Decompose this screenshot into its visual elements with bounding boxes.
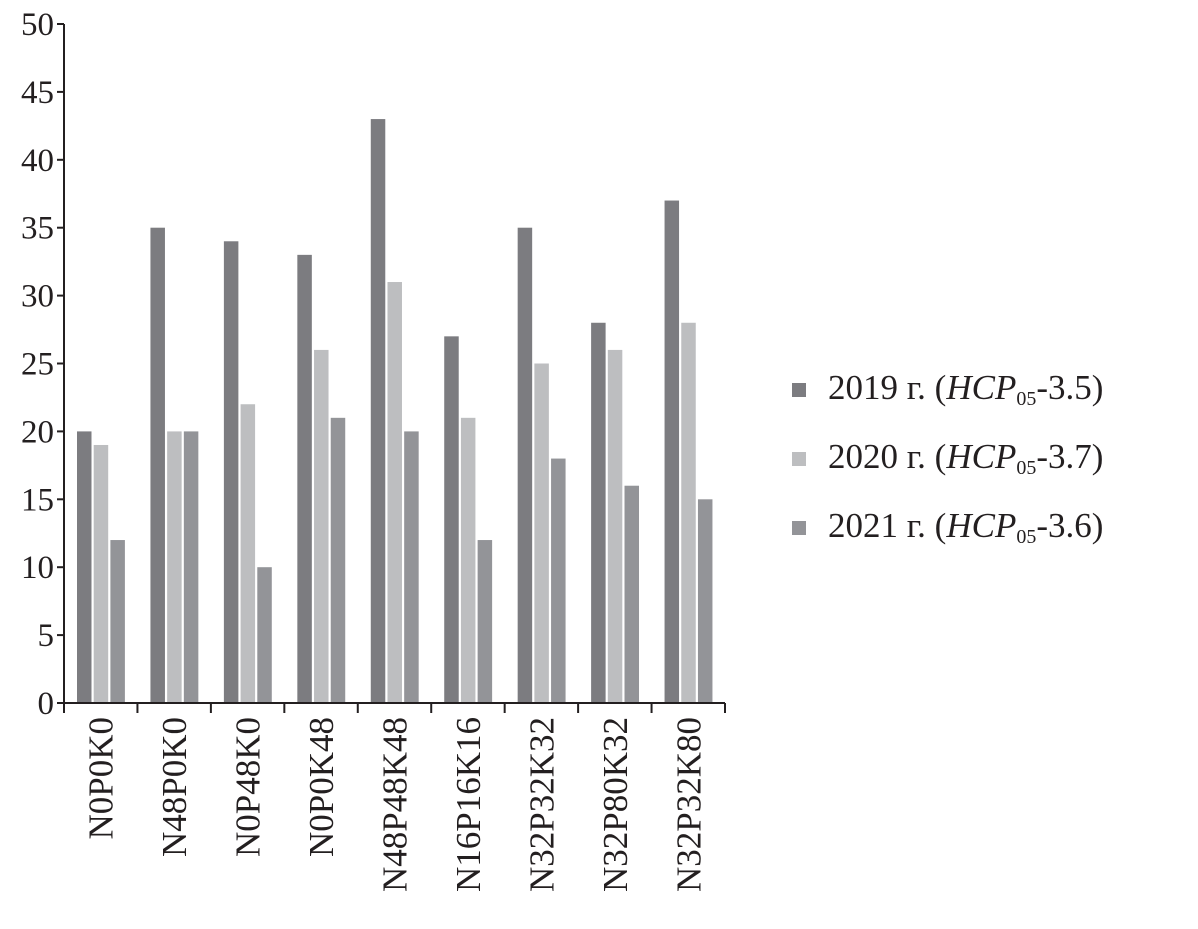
x-tick-label: N32P32K32 bbox=[522, 717, 561, 892]
legend-label: 2019 г. (HCP05-3.5) bbox=[828, 368, 1104, 410]
bar-N32P80K32-2 bbox=[624, 485, 640, 703]
y-tick-label: 35 bbox=[21, 211, 54, 247]
x-tick-label: N0P0K0 bbox=[82, 717, 121, 840]
bar-N32P80K32-1 bbox=[607, 349, 623, 703]
bar-N0P0K48-2 bbox=[330, 417, 346, 703]
bar-N32P32K32-1 bbox=[534, 363, 549, 703]
legend-swatch bbox=[792, 451, 806, 466]
bar-N16P16K16-1 bbox=[460, 417, 476, 703]
legend-swatch bbox=[792, 382, 806, 397]
bar-N0P0K48-1 bbox=[314, 349, 329, 703]
x-tick-label: N48P48K48 bbox=[376, 717, 415, 892]
bar-N0P48K0-0 bbox=[223, 241, 239, 703]
legend-item-2021: 2021 г. (HCP05-3.6) bbox=[792, 493, 1103, 562]
y-tick-label: 0 bbox=[38, 686, 55, 722]
bar-N0P0K0-1 bbox=[93, 444, 109, 703]
legend-item-2020: 2020 г. (HCP05-3.7) bbox=[792, 424, 1103, 493]
bar-N0P0K0-0 bbox=[77, 431, 92, 703]
x-tick-label: N0P0K48 bbox=[302, 717, 341, 857]
x-tick-label: N16P16K16 bbox=[449, 717, 488, 892]
y-tick-label: 5 bbox=[38, 618, 55, 654]
x-tick-label: N32P80K32 bbox=[596, 717, 635, 892]
legend-label: 2020 г. (HCP05-3.7) bbox=[828, 437, 1104, 479]
bar-N48P48K48-1 bbox=[387, 282, 402, 703]
bar-N32P32K80-0 bbox=[664, 200, 680, 704]
y-tick-label: 10 bbox=[21, 550, 54, 586]
bar-N0P48K0-2 bbox=[257, 567, 272, 703]
legend-swatch bbox=[792, 520, 806, 535]
bar-N48P48K48-2 bbox=[404, 431, 419, 703]
bar-N32P32K32-0 bbox=[517, 227, 533, 703]
x-tick-label: N48P0K0 bbox=[155, 717, 194, 857]
legend: 2019 г. (HCP05-3.5) 2020 г. (HCP05-3.7) … bbox=[792, 355, 1103, 562]
y-tick-label: 25 bbox=[21, 347, 54, 383]
bar-N48P48K48-0 bbox=[370, 119, 386, 703]
bar-N0P48K0-1 bbox=[240, 404, 256, 703]
bar-N32P32K80-2 bbox=[697, 499, 713, 703]
y-tick-label: 15 bbox=[21, 482, 54, 518]
y-tick-label: 40 bbox=[21, 143, 54, 179]
y-tick-label: 30 bbox=[21, 279, 54, 315]
y-tick-label: 45 bbox=[21, 75, 54, 111]
bar-N32P32K80-1 bbox=[681, 322, 696, 703]
bar-N0P0K48-0 bbox=[297, 254, 312, 704]
x-tick-label: N32P32K80 bbox=[669, 717, 708, 892]
legend-label: 2021 г. (HCP05-3.6) bbox=[828, 506, 1104, 548]
legend-item-2019: 2019 г. (HCP05-3.5) bbox=[792, 355, 1103, 424]
bar-N16P16K16-0 bbox=[444, 336, 459, 703]
bar-N32P32K32-2 bbox=[551, 458, 566, 703]
bar-N48P0K0-1 bbox=[167, 431, 182, 703]
bar-N48P0K0-0 bbox=[150, 227, 165, 703]
y-tick-label: 20 bbox=[21, 414, 54, 450]
y-tick-label: 50 bbox=[21, 7, 54, 43]
bar-N48P0K0-2 bbox=[183, 431, 199, 703]
x-tick-label: N0P48K0 bbox=[229, 717, 268, 857]
bar-N0P0K0-2 bbox=[110, 540, 125, 703]
bar-N16P16K16-2 bbox=[477, 540, 493, 703]
bar-N32P80K32-0 bbox=[591, 322, 606, 703]
